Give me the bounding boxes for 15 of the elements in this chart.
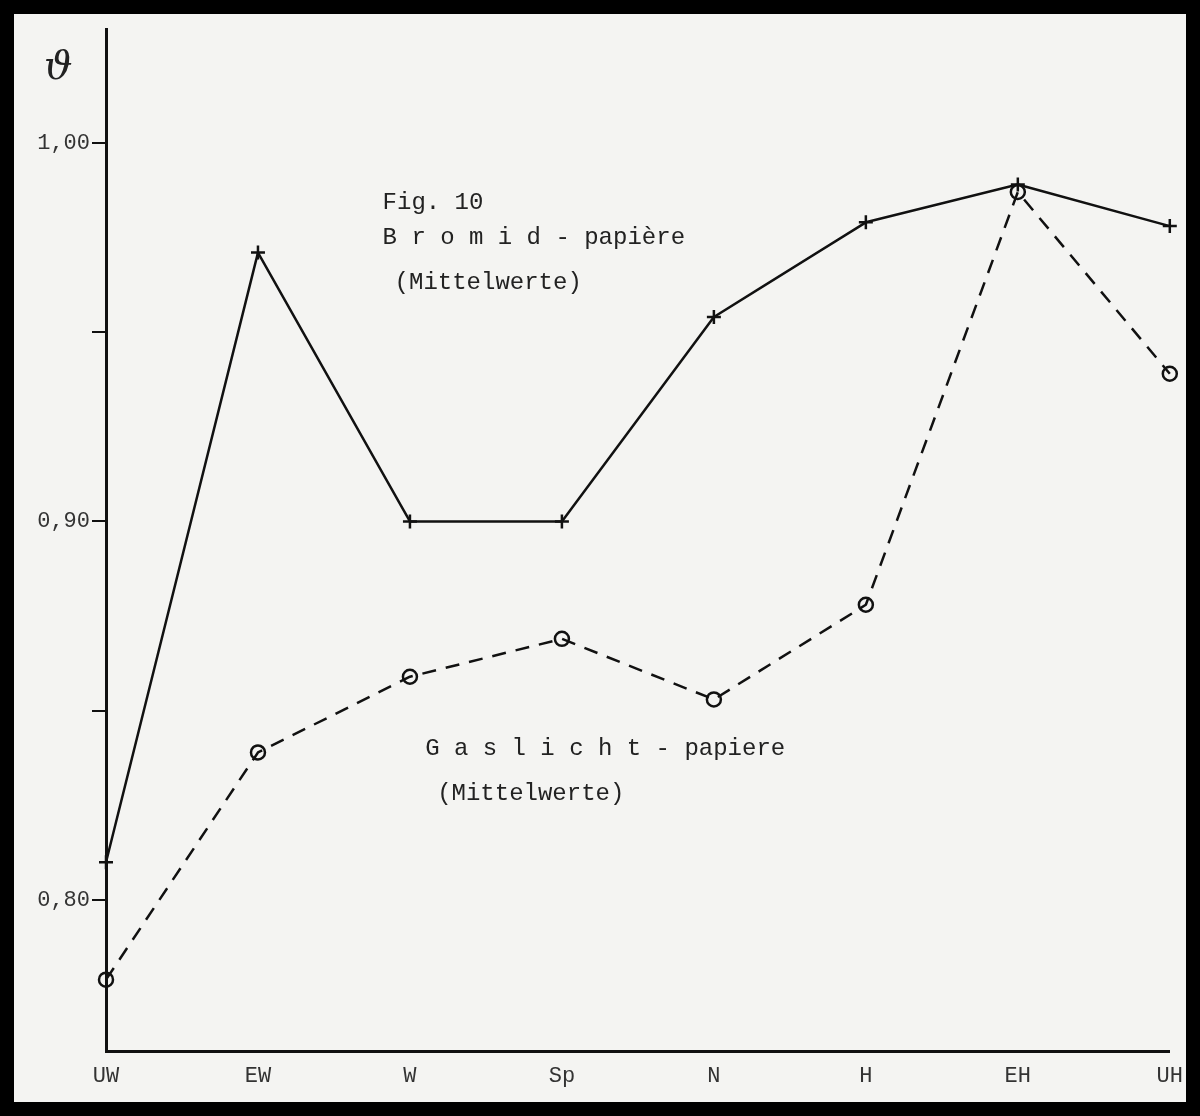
x-tick-label: EW: [244, 1063, 272, 1089]
x-tick-label: UH: [1156, 1063, 1183, 1089]
text: G a s l i c h t - papiere (Mittelwerte): [425, 735, 786, 808]
x-tick-label: EH: [1004, 1063, 1032, 1089]
y-tick-label: 1,00: [37, 130, 90, 156]
x-tick-label: H: [859, 1063, 873, 1089]
y-tick-label: 0,80: [37, 887, 90, 913]
x-tick-label: Sp: [548, 1063, 576, 1089]
series-label: B r o m i d - papière (Mittelwerte): [382, 223, 686, 296]
y-tick-label: 0,90: [37, 509, 90, 535]
x-tick-label: N: [707, 1063, 721, 1089]
y-axis-title: ϑ: [44, 42, 73, 89]
text: Fig. 10: [382, 188, 484, 216]
x-tick-label: UW: [92, 1063, 120, 1089]
x-tick-label: W: [403, 1063, 418, 1089]
